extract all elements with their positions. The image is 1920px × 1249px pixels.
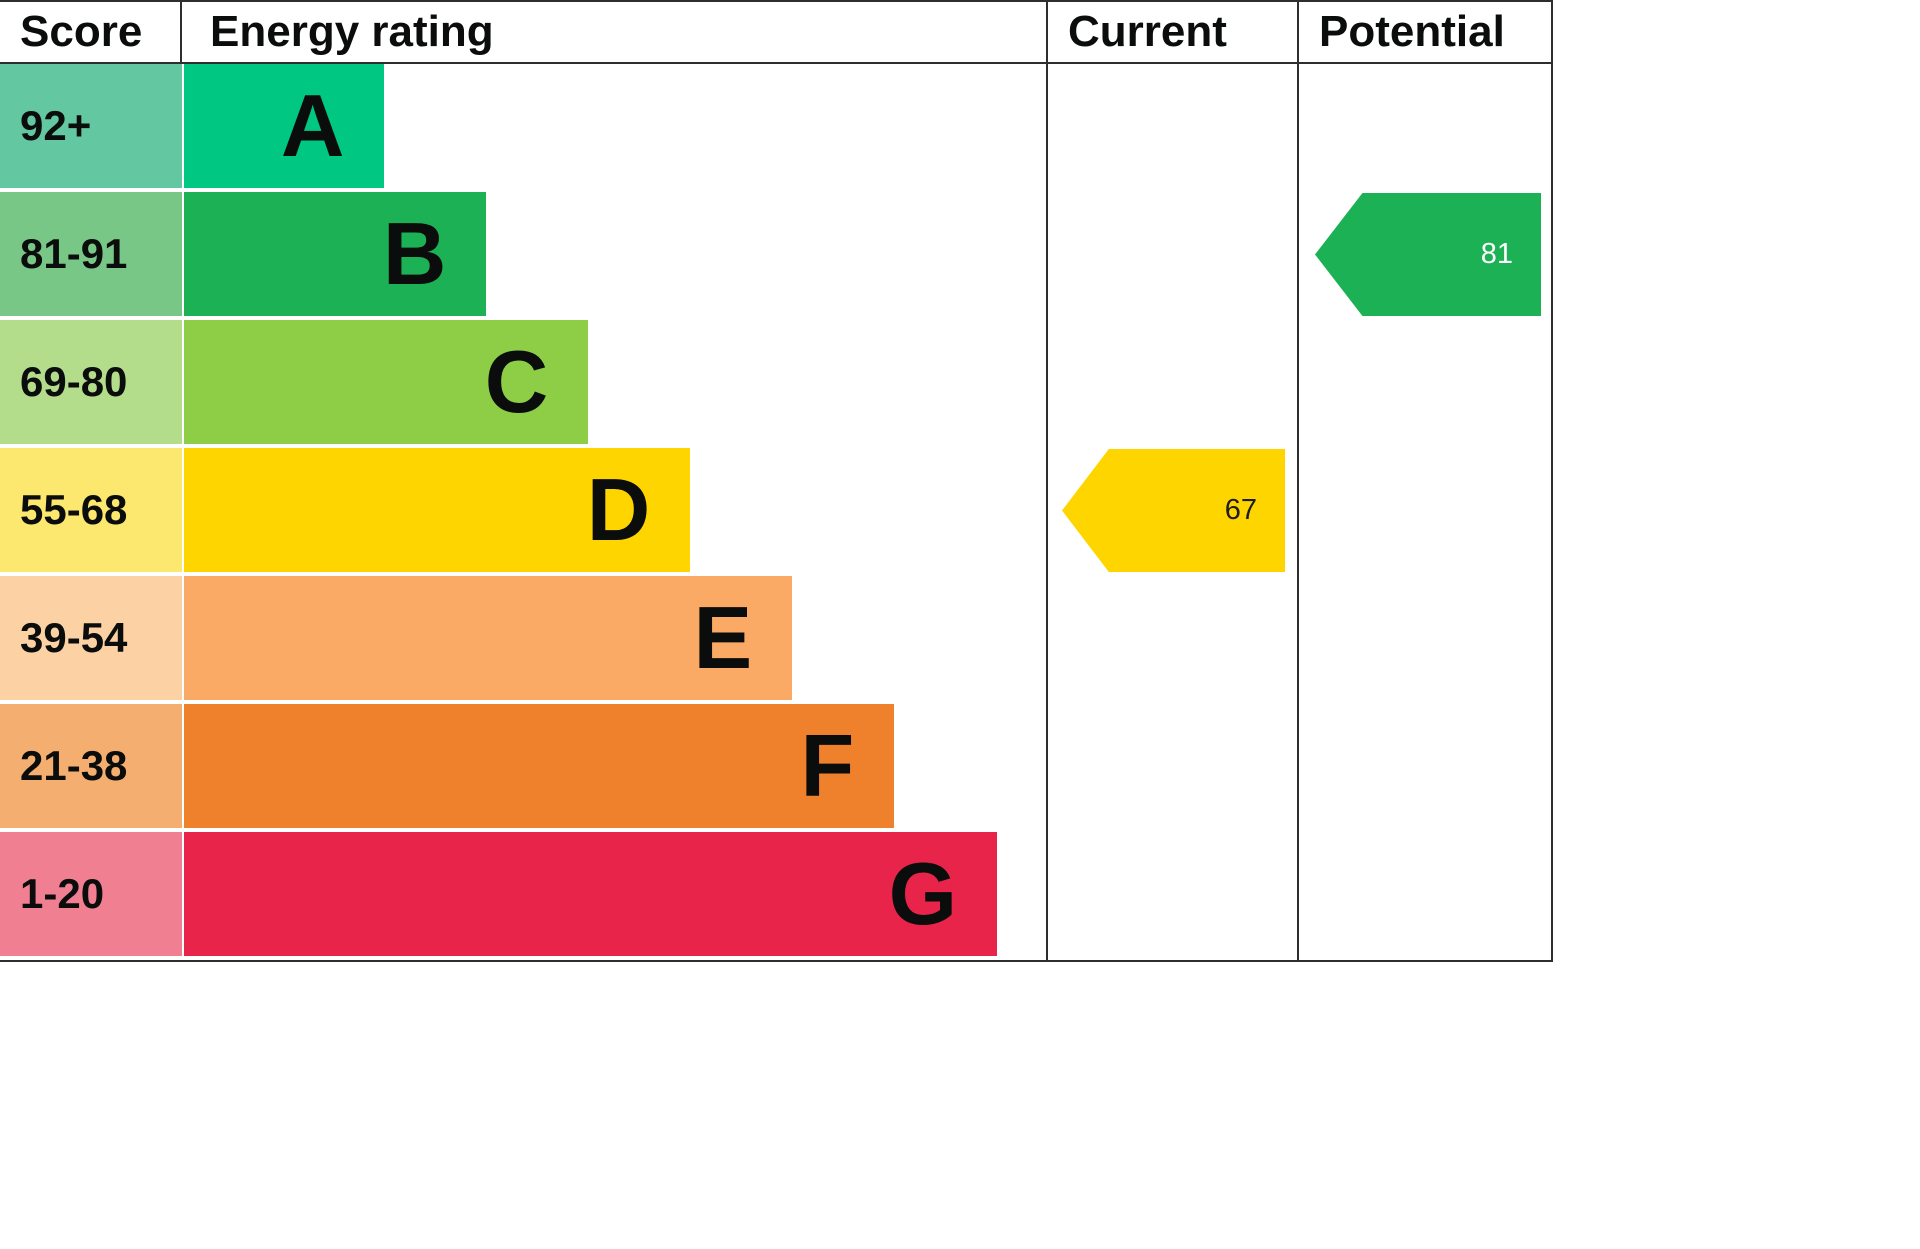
current-cell — [1046, 320, 1299, 448]
potential-cell — [1299, 448, 1553, 576]
score-cell: 55-68 — [0, 448, 182, 576]
potential-cell — [1299, 64, 1553, 192]
current-cell — [1046, 832, 1299, 960]
band-row-f: 21-38 F — [0, 704, 1553, 832]
score-cell: 69-80 — [0, 320, 182, 448]
rating-bar-f: F — [184, 704, 895, 828]
epc-rating-table: Score Energy rating Current Potential 92… — [0, 0, 1553, 962]
score-cell: 39-54 — [0, 576, 182, 704]
potential-cell — [1299, 704, 1553, 832]
score-column-header: Score — [0, 2, 182, 62]
rating-bar-b: B — [184, 192, 487, 316]
current-cell — [1046, 576, 1299, 704]
rating-bar-cell: G — [182, 832, 1046, 960]
potential-cell — [1299, 320, 1553, 448]
current-cell — [1046, 192, 1299, 320]
table-header: Score Energy rating Current Potential — [0, 2, 1553, 64]
score-cell: 21-38 — [0, 704, 182, 832]
potential-cell — [1299, 576, 1553, 704]
rating-bar-cell: A — [182, 64, 1046, 192]
score-range-label: 81-91 — [0, 192, 182, 316]
current-cell: 67 — [1046, 448, 1299, 576]
current-rating-arrow: 67 — [1062, 449, 1285, 572]
band-row-c: 69-80 C — [0, 320, 1553, 448]
score-cell: 92+ — [0, 64, 182, 192]
score-range-label: 69-80 — [0, 320, 182, 444]
current-cell — [1046, 64, 1299, 192]
score-range-label: 1-20 — [0, 832, 182, 956]
rating-bar-cell: C — [182, 320, 1046, 448]
band-row-b: 81-91 B 81 — [0, 192, 1553, 320]
rating-bar-g: G — [184, 832, 998, 956]
score-cell: 1-20 — [0, 832, 182, 960]
band-row-e: 39-54 E — [0, 576, 1553, 704]
rating-bar-cell: B — [182, 192, 1046, 320]
score-range-label: 55-68 — [0, 448, 182, 572]
potential-column-header: Potential — [1299, 2, 1553, 62]
score-range-label: 21-38 — [0, 704, 182, 828]
current-column-header: Current — [1046, 2, 1299, 62]
rating-bar-cell: D — [182, 448, 1046, 576]
rating-bar-cell: E — [182, 576, 1046, 704]
current-cell — [1046, 704, 1299, 832]
rating-bar-e: E — [184, 576, 793, 700]
score-cell: 81-91 — [0, 192, 182, 320]
score-range-label: 92+ — [0, 64, 182, 188]
potential-cell: 81 — [1299, 192, 1553, 320]
potential-rating-arrow: 81 — [1315, 193, 1541, 316]
potential-cell — [1299, 832, 1553, 960]
rating-bar-c: C — [184, 320, 589, 444]
band-row-d: 55-68 D 67 — [0, 448, 1553, 576]
rating-bar-cell: F — [182, 704, 1046, 832]
band-row-g: 1-20 G — [0, 832, 1553, 960]
band-row-a: 92+ A — [0, 64, 1553, 192]
rating-bar-d: D — [184, 448, 691, 572]
energy-rating-column-header: Energy rating — [210, 7, 494, 56]
rating-bar-a: A — [184, 64, 385, 188]
score-range-label: 39-54 — [0, 576, 182, 700]
